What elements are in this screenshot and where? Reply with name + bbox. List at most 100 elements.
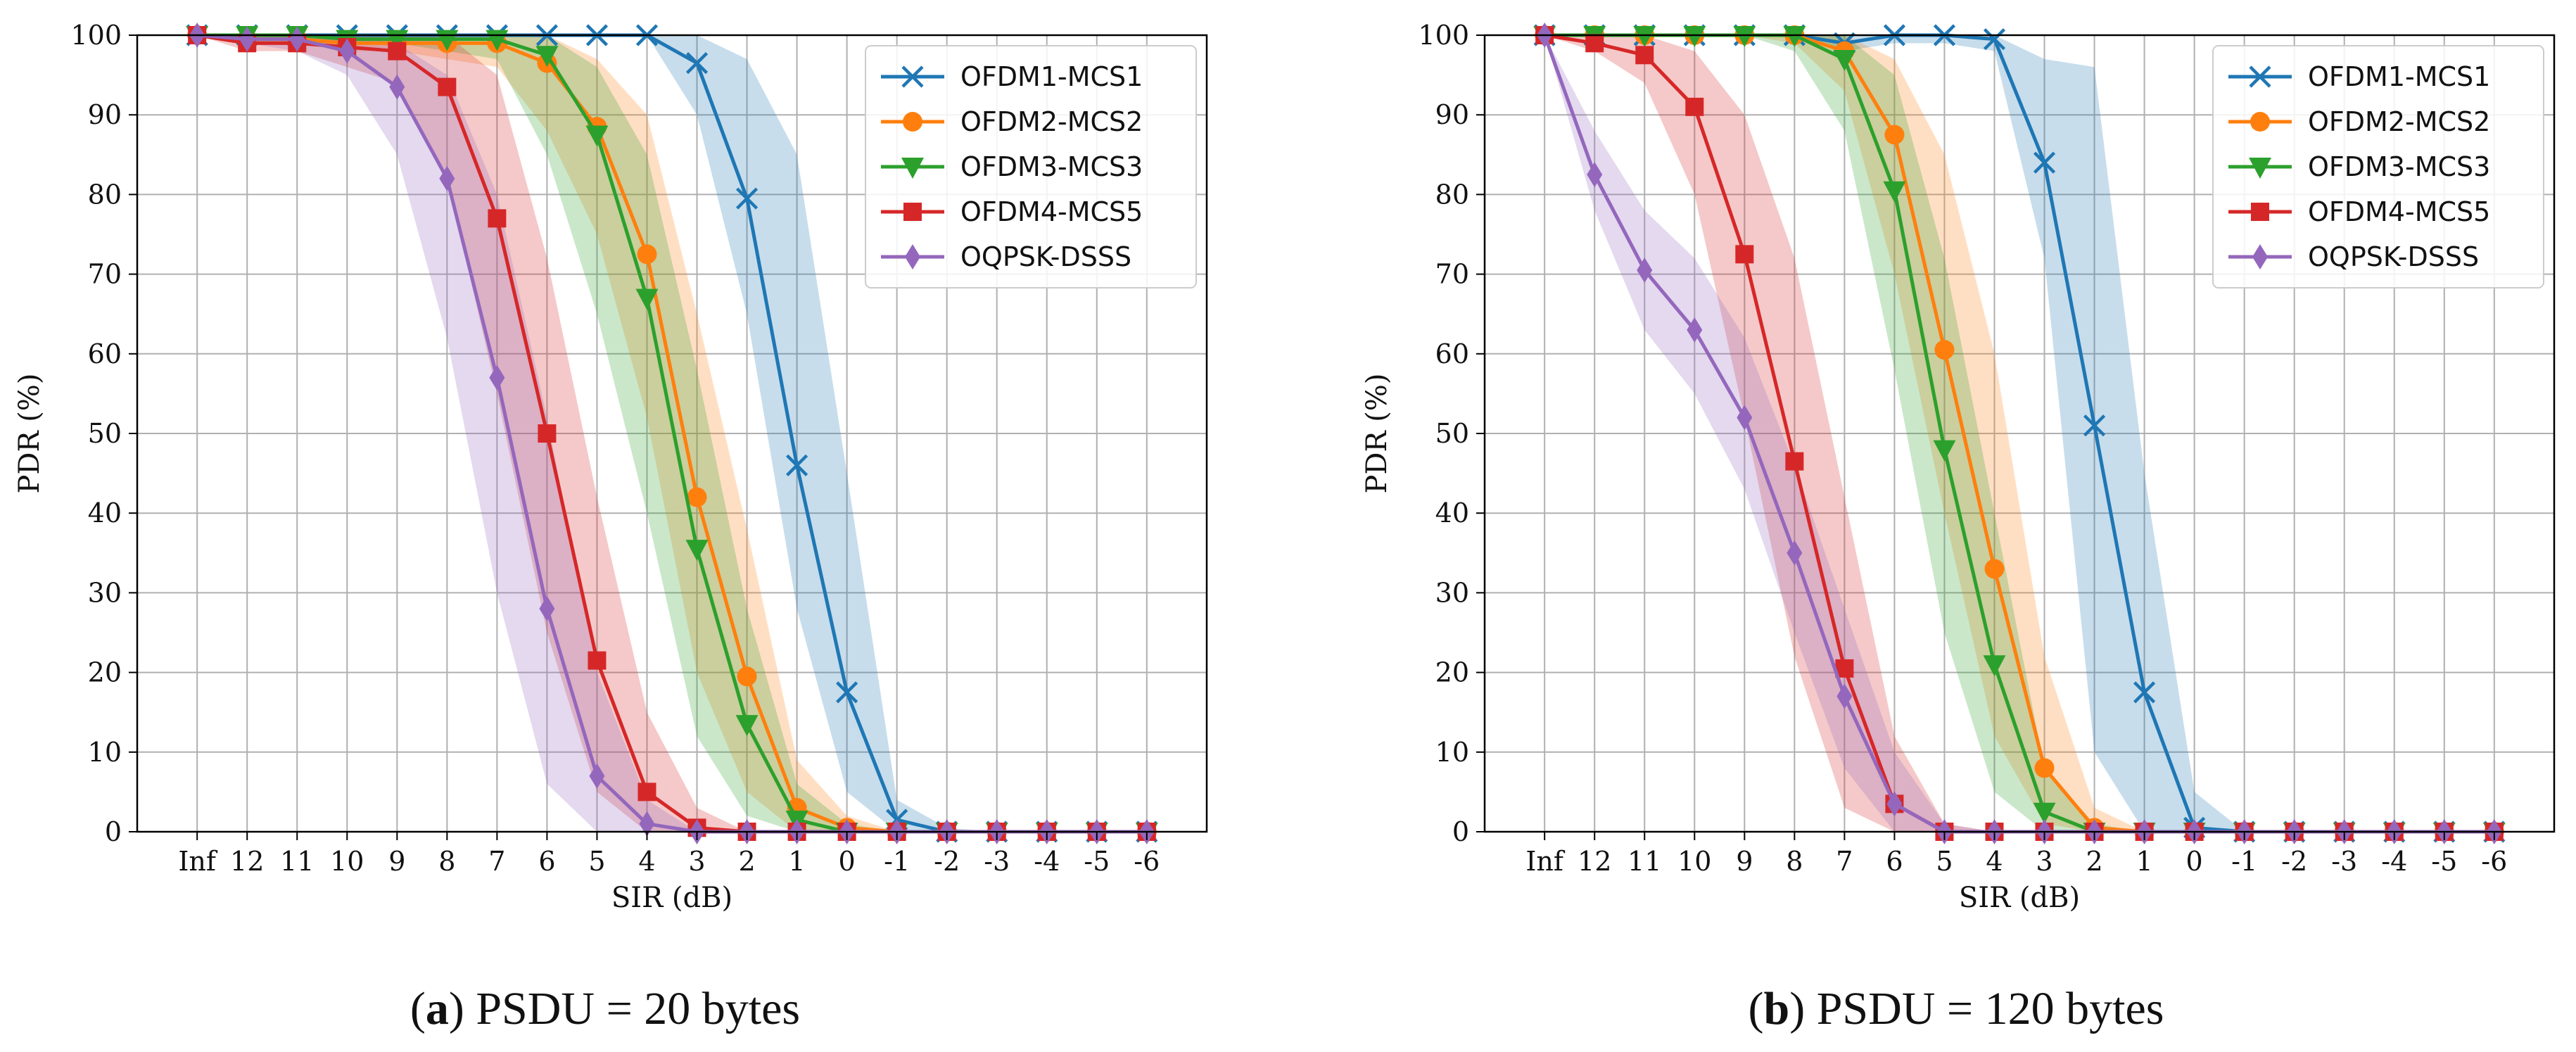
legend: OFDM1-MCS1 OFDM2-MCS2 OFDM3-MCS3 OFDM4-MCS5… <box>865 45 1197 289</box>
legend-box <box>865 45 1197 289</box>
legend-entry: OQPSK-DSSS <box>881 241 1131 272</box>
y-tick-label: 50 <box>88 418 122 449</box>
legend-label: OFDM4-MCS5 <box>960 196 1143 227</box>
y-tick-label: 70 <box>1435 259 1469 290</box>
data-point <box>1587 162 1603 188</box>
data-point <box>2034 758 2055 778</box>
chart-panel-b: Inf 12 11 10 9 8 7 6 5 4 3 2 1 0 -1 -2 -3 -4 -5 -6010203040… <box>1361 20 2556 1034</box>
legend: OFDM1-MCS1 OFDM2-MCS2 OFDM3-MCS3 OFDM4-MCS5… <box>2212 45 2544 289</box>
data-point <box>535 46 559 68</box>
data-point <box>438 77 457 96</box>
x-tick-label: 6 <box>538 846 555 877</box>
data-point <box>539 596 555 622</box>
data-point <box>1934 340 1955 360</box>
data-point <box>637 782 656 801</box>
legend-label: OFDM4-MCS5 <box>2308 196 2490 227</box>
chart-panel-a: Inf 12 11 10 9 8 7 6 5 4 3 2 1 0 -1 -2 -3 -4 -5 -6010203040… <box>13 20 1208 1034</box>
data-point <box>1983 655 2006 677</box>
data-point <box>388 42 407 61</box>
data-point <box>1783 26 1806 47</box>
data-point <box>2033 802 2056 824</box>
legend-marker <box>2251 203 2269 221</box>
legend-label: OQPSK-DSSS <box>960 241 1131 272</box>
x-tick-label: -5 <box>2431 846 2457 877</box>
data-point <box>585 125 609 147</box>
data-point <box>289 26 305 52</box>
data-point <box>687 487 707 507</box>
legend-label: OFDM2-MCS2 <box>2308 106 2490 137</box>
panel-caption: (a) PSDU = 20 bytes <box>410 983 800 1034</box>
x-tick-label: 3 <box>688 846 705 877</box>
data-point <box>1687 317 1703 343</box>
x-tick-label: 12 <box>1578 846 1611 877</box>
x-tick-label: 11 <box>280 846 314 877</box>
data-point <box>1787 540 1803 566</box>
confidence-band <box>1544 35 2494 832</box>
x-tick-label: 5 <box>588 846 605 877</box>
x-tick-label: 3 <box>2036 846 2052 877</box>
x-tick-label: -6 <box>1134 846 1160 877</box>
y-axis-label: PDR (%) <box>13 373 46 493</box>
y-tick-label: 0 <box>1452 816 1469 847</box>
data-point <box>836 681 858 704</box>
data-point <box>439 165 455 191</box>
legend-label: OFDM1-MCS1 <box>2308 61 2490 92</box>
x-tick-label: 9 <box>388 846 405 877</box>
y-tick-label: 80 <box>88 179 122 210</box>
x-tick-label: -2 <box>934 846 960 877</box>
legend-label: OFDM1-MCS1 <box>960 61 1143 92</box>
x-tick-label: 0 <box>839 846 856 877</box>
x-tick-label: -3 <box>2331 846 2357 877</box>
x-tick-label: -2 <box>2281 846 2307 877</box>
legend-label: OQPSK-DSSS <box>2308 241 2479 272</box>
x-tick-label: 5 <box>1936 846 1953 877</box>
data-point <box>1585 34 1604 53</box>
x-tick-label: -4 <box>2381 846 2407 877</box>
x-tick-label: 8 <box>1786 846 1803 877</box>
legend-marker <box>901 65 924 88</box>
legend-marker <box>2249 158 2271 179</box>
x-tick-label: 1 <box>2136 846 2152 877</box>
x-tick-label: 0 <box>2186 846 2203 877</box>
data-point <box>735 715 759 737</box>
data-point <box>1833 49 1856 71</box>
confidence-band <box>1544 35 2494 832</box>
legend-entry: OFDM1-MCS1 <box>881 61 1143 92</box>
y-tick-label: 20 <box>88 657 122 688</box>
legend-entry: OFDM4-MCS5 <box>2228 196 2490 227</box>
data-point <box>1633 26 1656 47</box>
y-axis-label: PDR (%) <box>1361 373 1393 493</box>
x-axis-label: SIR (dB) <box>1959 882 2080 914</box>
legend-entry: OFDM3-MCS3 <box>2228 151 2490 182</box>
legend-entry: OFDM4-MCS5 <box>881 196 1143 227</box>
data-point <box>737 666 757 687</box>
x-tick-label: 10 <box>1677 846 1711 877</box>
legend-box <box>2212 45 2544 289</box>
data-point <box>1933 440 1956 462</box>
legend-label: OFDM3-MCS3 <box>960 151 1143 182</box>
data-point <box>685 540 709 562</box>
data-point <box>1685 97 1704 116</box>
legend-marker <box>2249 65 2271 88</box>
x-tick-label: 1 <box>788 846 805 877</box>
legend-entry: OFDM2-MCS2 <box>2228 106 2490 137</box>
data-point <box>1635 46 1654 65</box>
x-tick-label: 4 <box>1986 846 2003 877</box>
legend-marker <box>901 158 924 179</box>
data-point <box>1883 181 1906 203</box>
x-tick-label: -1 <box>884 846 910 877</box>
legend-entry: OFDM2-MCS2 <box>881 106 1143 137</box>
x-tick-label: 8 <box>438 846 455 877</box>
data-point <box>1637 257 1653 283</box>
data-point <box>685 52 709 75</box>
data-point <box>735 187 759 210</box>
x-tick-label: 11 <box>1628 846 1661 877</box>
y-tick-label: 100 <box>1418 20 1469 51</box>
data-point <box>239 26 255 52</box>
data-point <box>2033 151 2056 174</box>
x-tick-label: -6 <box>2481 846 2507 877</box>
x-tick-label: Inf <box>1525 846 1565 877</box>
y-tick-label: 90 <box>88 99 122 130</box>
data-point <box>1836 683 1853 709</box>
legend-entry: OQPSK-DSSS <box>2228 241 2479 272</box>
